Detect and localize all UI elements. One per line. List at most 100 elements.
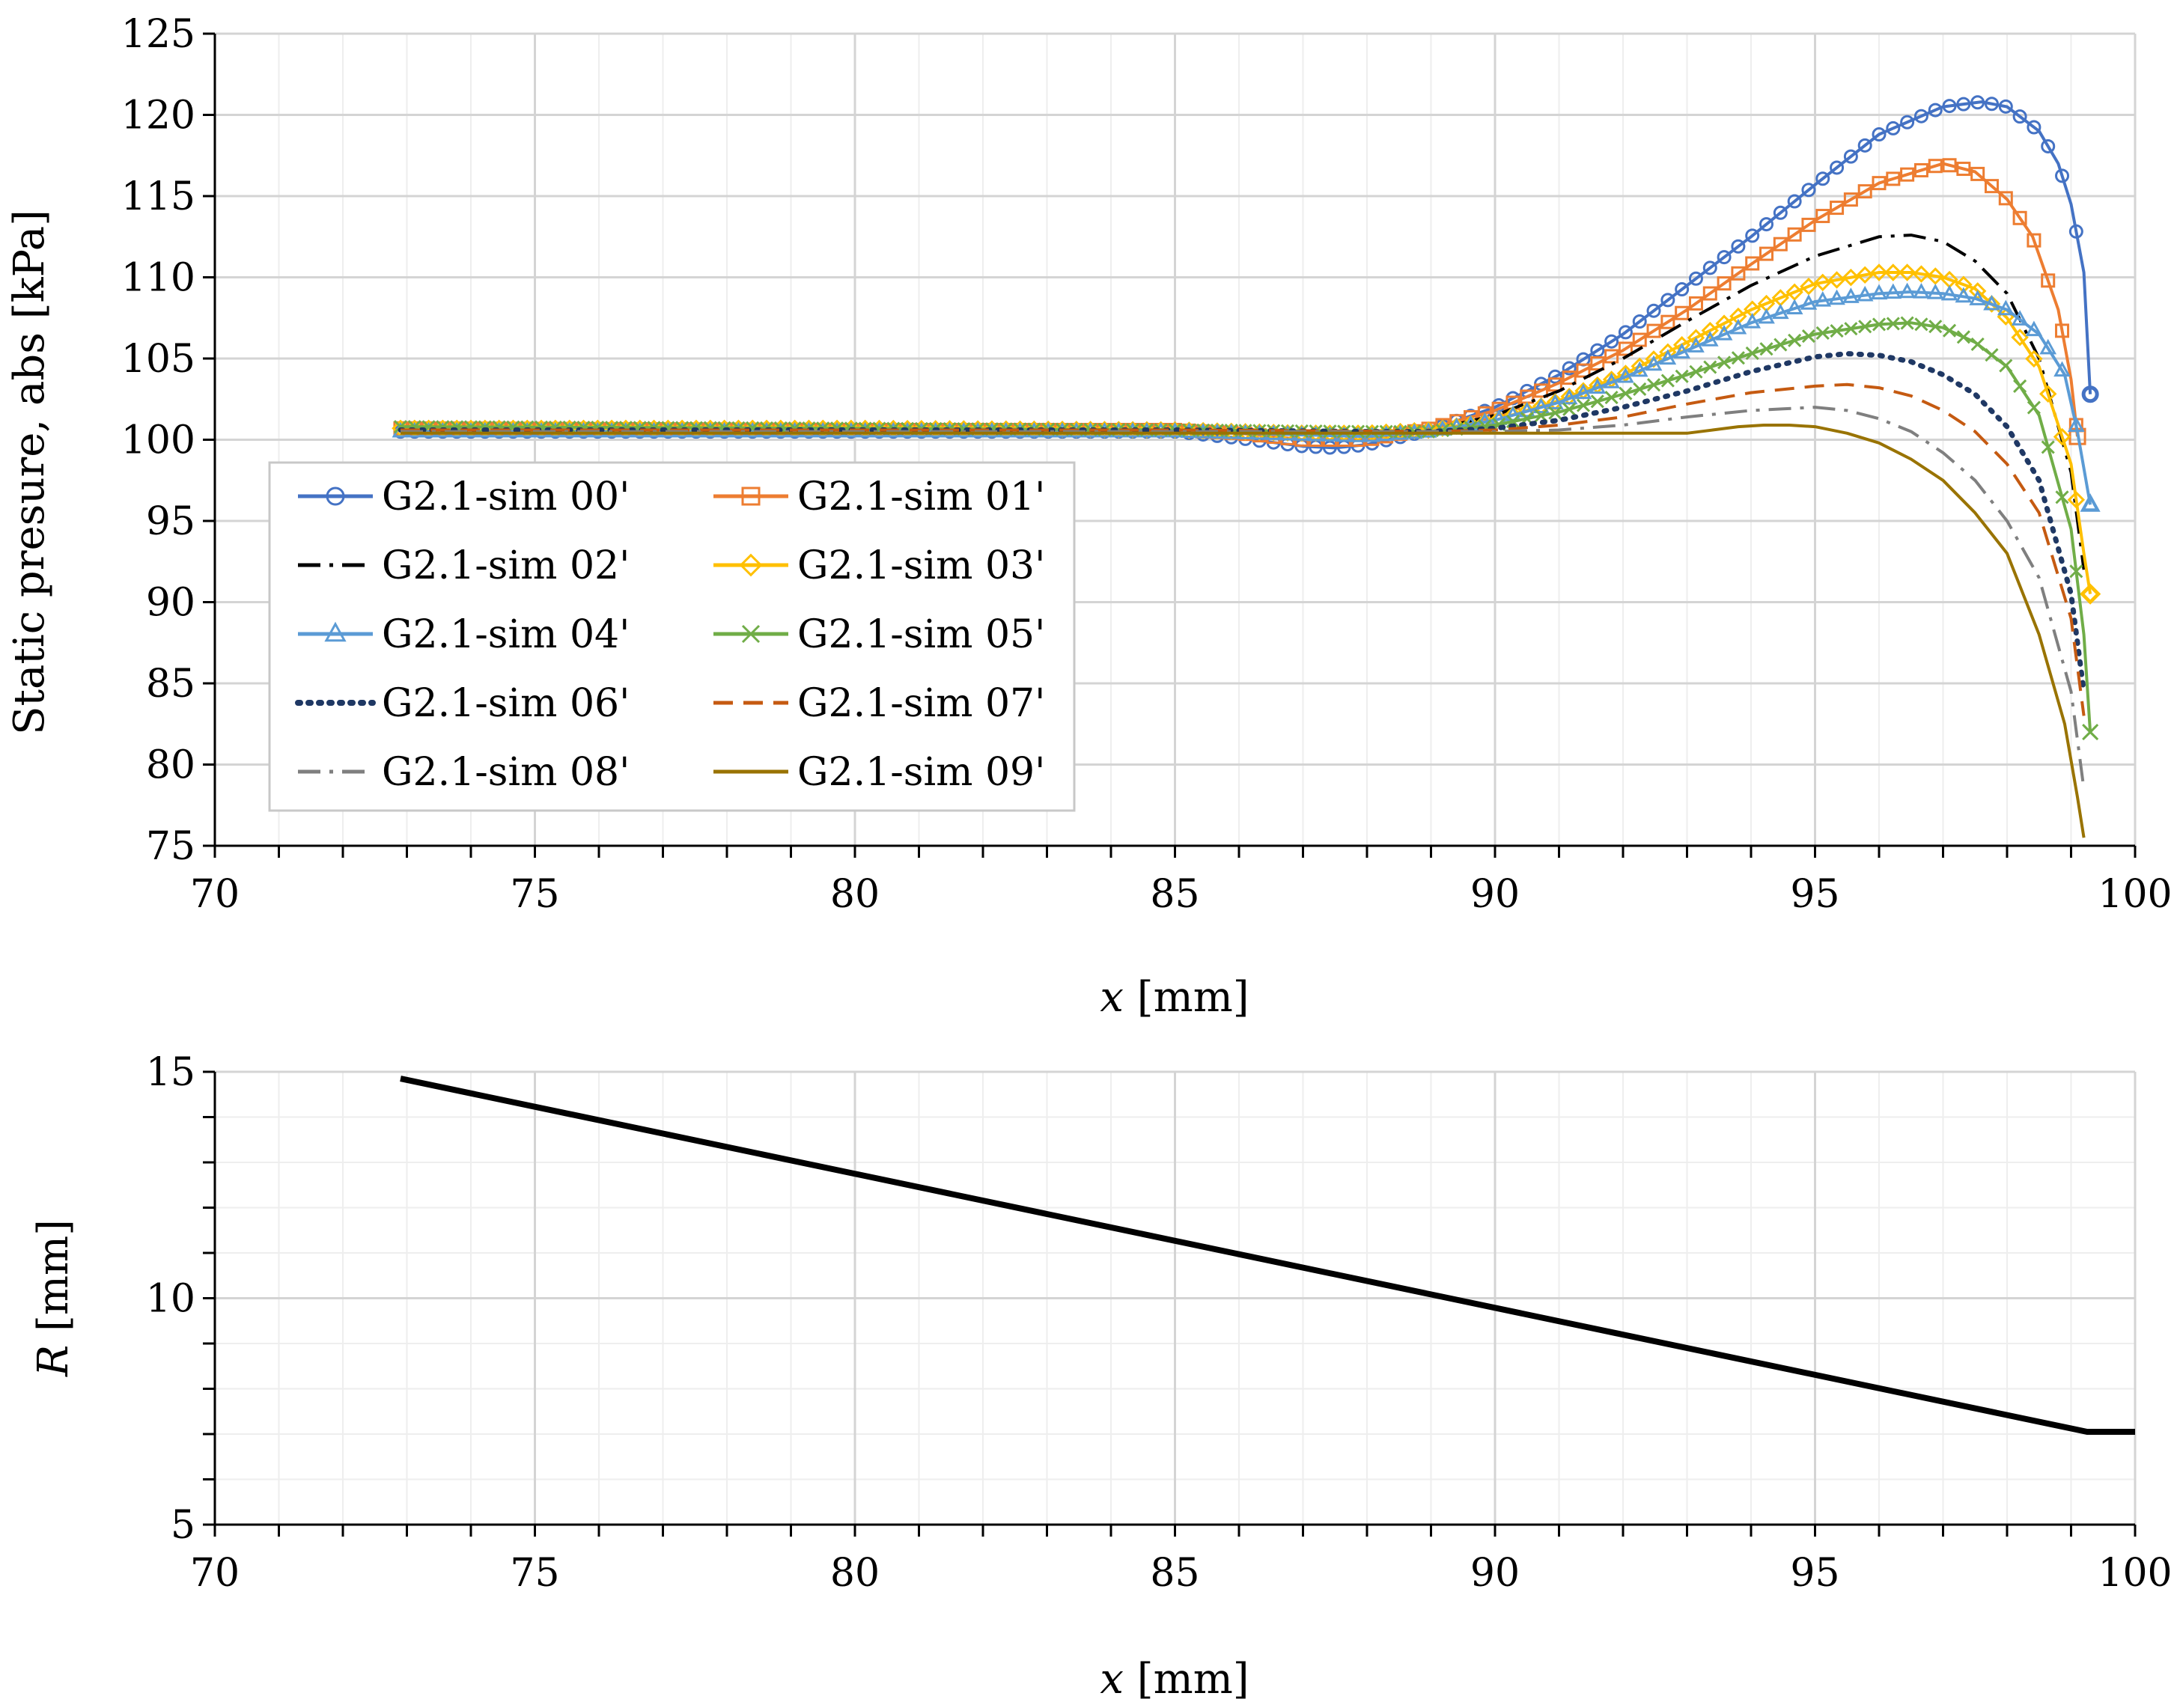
pressure-data-point bbox=[1689, 365, 1703, 379]
pressure-x-tick-label: 100 bbox=[2098, 872, 2172, 917]
pressure-data-point bbox=[2041, 273, 2056, 288]
pressure-data-point bbox=[1884, 263, 1902, 281]
pressure-y-tick-label: 110 bbox=[121, 256, 195, 301]
pressure-data-point bbox=[1702, 286, 1717, 301]
pressure-data-point bbox=[1900, 115, 1915, 129]
pressure-data-point bbox=[2080, 493, 2101, 512]
pressure-data-point bbox=[1590, 356, 1605, 371]
legend-marker bbox=[741, 624, 761, 644]
pressure-data-point bbox=[1843, 149, 1858, 164]
pressure-data-point bbox=[1999, 359, 2013, 373]
pressure-data-point bbox=[1675, 305, 1690, 320]
pressure-y-tick-label: 95 bbox=[146, 499, 195, 544]
pressure-data-point bbox=[1619, 386, 1633, 400]
pressure-data-point bbox=[1562, 361, 1577, 376]
pressure-data-point bbox=[1773, 338, 1788, 352]
pressure-data-point bbox=[1773, 237, 1788, 251]
pressure-data-point bbox=[1604, 334, 1619, 349]
pressure-data-point bbox=[2025, 350, 2043, 368]
pressure-data-point bbox=[1688, 271, 1703, 286]
pressure-data-point bbox=[1886, 171, 1901, 186]
pressure-data-point bbox=[1646, 378, 1661, 392]
pressure-data-point bbox=[1618, 341, 1633, 356]
pressure-data-point bbox=[1618, 325, 1633, 340]
pressure-data-point bbox=[1745, 346, 1759, 361]
radius-x-tick-label: 100 bbox=[2098, 1551, 2172, 1596]
pressure-y-tick-label: 90 bbox=[146, 581, 195, 626]
pressure-data-point bbox=[1856, 266, 1874, 284]
pressure-y-tick-label: 125 bbox=[121, 12, 195, 57]
pressure-data-point bbox=[1745, 228, 1760, 243]
pressure-data-point bbox=[1675, 282, 1690, 297]
pressure-x-tick-label: 95 bbox=[1790, 872, 1839, 917]
pressure-data-point bbox=[1660, 293, 1675, 308]
pressure-data-point bbox=[1590, 394, 1604, 409]
pressure-data-point bbox=[1842, 287, 1860, 303]
pressure-y-tick-label: 80 bbox=[146, 743, 195, 788]
pressure-series-line bbox=[401, 234, 2086, 570]
pressure-data-point bbox=[2012, 109, 2027, 124]
radius-chart: 70 75 80 85 90 95 100 5 10 15 R [mm] x [mm] bbox=[29, 1050, 2173, 1704]
pressure-data-point bbox=[1913, 283, 1930, 299]
pressure-data-point bbox=[1814, 291, 1832, 307]
pressure-data-point bbox=[1926, 283, 1944, 299]
pressure-chart-axes: 70 75 80 85 90 95 1007580859095100105110115120… bbox=[121, 12, 2173, 917]
pressure-data-point bbox=[1631, 357, 1648, 376]
radius-y-axis-var: R bbox=[29, 1345, 78, 1377]
pressure-data-point bbox=[1985, 348, 1999, 362]
pressure-data-point bbox=[1984, 179, 1999, 194]
legend-label: G2.1-sim 04' bbox=[382, 612, 630, 657]
pressure-data-point bbox=[2068, 416, 2085, 432]
radius-x-tick-label: 90 bbox=[1470, 1551, 1520, 1596]
pressure-data-point bbox=[1702, 260, 1717, 275]
pressure-data-point bbox=[1407, 424, 1422, 439]
pressure-data-point bbox=[1477, 406, 1492, 421]
pressure-data-point bbox=[2080, 583, 2101, 605]
pressure-data-point bbox=[1701, 331, 1719, 347]
pressure-data-point bbox=[1729, 307, 1747, 326]
pressure-data-point bbox=[1900, 167, 1915, 182]
pressure-data-point bbox=[1815, 171, 1830, 186]
pressure-data-point bbox=[1603, 373, 1620, 388]
pressure-data-point bbox=[1815, 209, 1830, 224]
pressure-data-point bbox=[1844, 322, 1858, 336]
pressure-data-point bbox=[1660, 314, 1675, 329]
pressure-data-point bbox=[1632, 332, 1647, 347]
radius-series-line bbox=[400, 1076, 2135, 1435]
pressure-data-point bbox=[1900, 316, 1914, 330]
pressure-data-point bbox=[1913, 109, 1928, 123]
legend-label: G2.1-sim 05' bbox=[797, 612, 1045, 657]
pressure-data-point bbox=[1814, 273, 1832, 292]
pressure-data-point bbox=[2013, 379, 2027, 393]
pressure-chart-legend: G2.1-sim 00' G2.1-sim 01' G2.1-sim 02' G2.1… bbox=[268, 461, 1076, 812]
pressure-data-point bbox=[1801, 329, 1816, 344]
pressure-data-point bbox=[1800, 277, 1818, 296]
pressure-series-line bbox=[401, 424, 2086, 838]
pressure-data-point bbox=[1983, 294, 2000, 311]
pressure-data-point bbox=[1645, 350, 1663, 368]
pressure-y-tick-label: 100 bbox=[121, 418, 195, 463]
pressure-data-point bbox=[2041, 138, 2056, 153]
pressure-data-point bbox=[1912, 265, 1931, 283]
pressure-data-point bbox=[1632, 314, 1647, 329]
pressure-data-point bbox=[1604, 349, 1619, 364]
pressure-data-point bbox=[1534, 383, 1549, 398]
pressure-data-point bbox=[1715, 325, 1733, 341]
pressure-data-point bbox=[2039, 385, 2057, 403]
pressure-x-tick-label: 85 bbox=[1150, 872, 1199, 917]
pressure-data-point bbox=[2081, 585, 2099, 603]
pressure-data-point bbox=[1843, 192, 1858, 207]
pressure-x-tick-label: 70 bbox=[190, 872, 240, 917]
pressure-data-point bbox=[1759, 217, 1774, 232]
pressure-data-point bbox=[1998, 99, 2013, 114]
pressure-data-point bbox=[1560, 388, 1578, 405]
pressure-data-point bbox=[1633, 382, 1647, 397]
pressure-data-point bbox=[1830, 160, 1845, 175]
pressure-data-point bbox=[1872, 176, 1887, 191]
pressure-data-point bbox=[1547, 377, 1562, 392]
pressure-data-point bbox=[1870, 263, 1888, 281]
pressure-data-point bbox=[1969, 290, 1987, 305]
pressure-data-point bbox=[2068, 224, 2083, 239]
radius-y-tick-label: 15 bbox=[146, 1050, 195, 1095]
